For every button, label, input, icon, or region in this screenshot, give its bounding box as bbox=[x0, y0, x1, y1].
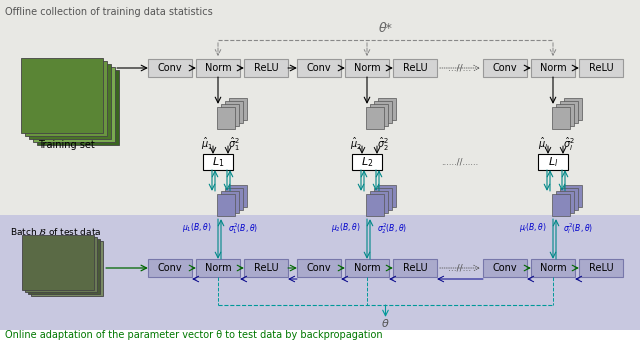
Text: Conv: Conv bbox=[493, 263, 517, 273]
Text: $\sigma_1^2(B,\theta)$: $\sigma_1^2(B,\theta)$ bbox=[228, 221, 258, 236]
Text: $\hat{\sigma}_l^2$: $\hat{\sigma}_l^2$ bbox=[563, 136, 575, 153]
FancyBboxPatch shape bbox=[366, 194, 384, 216]
FancyBboxPatch shape bbox=[217, 194, 235, 216]
Bar bbox=[0, 0, 640, 215]
Text: ...//...: ...//... bbox=[449, 63, 472, 72]
FancyBboxPatch shape bbox=[229, 98, 247, 120]
Text: Norm: Norm bbox=[354, 63, 380, 73]
FancyBboxPatch shape bbox=[556, 191, 574, 213]
FancyBboxPatch shape bbox=[37, 69, 119, 145]
Bar bbox=[0, 215, 640, 330]
Text: ...//...: ...//... bbox=[449, 264, 472, 273]
FancyBboxPatch shape bbox=[374, 101, 392, 123]
Text: $\hat{\mu}_2$: $\hat{\mu}_2$ bbox=[350, 136, 362, 152]
Text: $L_1$: $L_1$ bbox=[212, 155, 224, 169]
FancyBboxPatch shape bbox=[564, 185, 582, 207]
Text: Conv: Conv bbox=[307, 63, 332, 73]
Text: $\hat{\sigma}_2^2$: $\hat{\sigma}_2^2$ bbox=[377, 136, 389, 153]
FancyBboxPatch shape bbox=[579, 259, 623, 277]
FancyBboxPatch shape bbox=[560, 188, 578, 210]
FancyBboxPatch shape bbox=[560, 101, 578, 123]
Text: ......//......: ......//...... bbox=[442, 158, 479, 167]
FancyBboxPatch shape bbox=[552, 194, 570, 216]
FancyBboxPatch shape bbox=[29, 63, 111, 138]
Text: $L_l$: $L_l$ bbox=[548, 155, 558, 169]
Text: Conv: Conv bbox=[157, 63, 182, 73]
Text: $\mu_2(B,\theta)$: $\mu_2(B,\theta)$ bbox=[332, 221, 361, 234]
Text: Conv: Conv bbox=[493, 63, 517, 73]
FancyBboxPatch shape bbox=[203, 154, 233, 170]
FancyBboxPatch shape bbox=[229, 185, 247, 207]
FancyBboxPatch shape bbox=[221, 191, 239, 213]
FancyBboxPatch shape bbox=[378, 98, 396, 120]
Text: ReLU: ReLU bbox=[253, 63, 278, 73]
FancyBboxPatch shape bbox=[28, 238, 100, 294]
Text: θ̇: θ̇ bbox=[382, 319, 389, 329]
FancyBboxPatch shape bbox=[393, 259, 437, 277]
Text: $\sigma_2^2(B,\theta)$: $\sigma_2^2(B,\theta)$ bbox=[377, 221, 407, 236]
Text: $\mu_l(B,\theta)$: $\mu_l(B,\theta)$ bbox=[519, 221, 547, 234]
FancyBboxPatch shape bbox=[196, 59, 240, 77]
FancyBboxPatch shape bbox=[370, 191, 388, 213]
Text: ReLU: ReLU bbox=[253, 263, 278, 273]
FancyBboxPatch shape bbox=[25, 237, 97, 292]
Text: Norm: Norm bbox=[540, 263, 566, 273]
FancyBboxPatch shape bbox=[556, 104, 574, 126]
Text: ReLU: ReLU bbox=[589, 263, 613, 273]
Text: ReLU: ReLU bbox=[589, 63, 613, 73]
Text: $L_2$: $L_2$ bbox=[361, 155, 373, 169]
FancyBboxPatch shape bbox=[370, 104, 388, 126]
FancyBboxPatch shape bbox=[345, 59, 389, 77]
FancyBboxPatch shape bbox=[244, 59, 288, 77]
FancyBboxPatch shape bbox=[374, 188, 392, 210]
Text: Conv: Conv bbox=[307, 263, 332, 273]
FancyBboxPatch shape bbox=[352, 154, 382, 170]
FancyBboxPatch shape bbox=[225, 188, 243, 210]
Text: Training set: Training set bbox=[38, 140, 94, 150]
FancyBboxPatch shape bbox=[21, 58, 103, 132]
FancyBboxPatch shape bbox=[483, 59, 527, 77]
Text: Norm: Norm bbox=[205, 63, 231, 73]
Text: $\hat{\mu}_1$: $\hat{\mu}_1$ bbox=[201, 136, 213, 152]
FancyBboxPatch shape bbox=[225, 101, 243, 123]
FancyBboxPatch shape bbox=[25, 60, 107, 136]
FancyBboxPatch shape bbox=[22, 235, 94, 289]
FancyBboxPatch shape bbox=[531, 259, 575, 277]
FancyBboxPatch shape bbox=[366, 107, 384, 129]
Text: Online adaptation of the parameter vector θ to test data by backpropagation: Online adaptation of the parameter vecto… bbox=[5, 330, 383, 340]
FancyBboxPatch shape bbox=[297, 259, 341, 277]
FancyBboxPatch shape bbox=[378, 185, 396, 207]
Text: Batch $\mathcal{B}$ of test data: Batch $\mathcal{B}$ of test data bbox=[10, 226, 101, 237]
FancyBboxPatch shape bbox=[31, 240, 103, 296]
FancyBboxPatch shape bbox=[538, 154, 568, 170]
Text: Conv: Conv bbox=[157, 263, 182, 273]
FancyBboxPatch shape bbox=[148, 259, 192, 277]
Text: Norm: Norm bbox=[540, 63, 566, 73]
FancyBboxPatch shape bbox=[564, 98, 582, 120]
Text: $\hat{\mu}_l$: $\hat{\mu}_l$ bbox=[538, 136, 548, 152]
FancyBboxPatch shape bbox=[345, 259, 389, 277]
Text: Norm: Norm bbox=[205, 263, 231, 273]
FancyBboxPatch shape bbox=[579, 59, 623, 77]
Text: θ*: θ* bbox=[379, 22, 392, 35]
Text: $\hat{\sigma}_1^2$: $\hat{\sigma}_1^2$ bbox=[228, 136, 240, 153]
Text: $\sigma_l^2(B,\theta)$: $\sigma_l^2(B,\theta)$ bbox=[563, 221, 593, 236]
FancyBboxPatch shape bbox=[297, 59, 341, 77]
FancyBboxPatch shape bbox=[33, 67, 115, 141]
FancyBboxPatch shape bbox=[531, 59, 575, 77]
FancyBboxPatch shape bbox=[552, 107, 570, 129]
FancyBboxPatch shape bbox=[196, 259, 240, 277]
FancyBboxPatch shape bbox=[244, 259, 288, 277]
Text: Norm: Norm bbox=[354, 263, 380, 273]
Text: Offline collection of training data statistics: Offline collection of training data stat… bbox=[5, 7, 212, 17]
Text: ReLU: ReLU bbox=[403, 263, 428, 273]
Text: ReLU: ReLU bbox=[403, 63, 428, 73]
FancyBboxPatch shape bbox=[483, 259, 527, 277]
FancyBboxPatch shape bbox=[221, 104, 239, 126]
Text: $\mu_1(B,\theta)$: $\mu_1(B,\theta)$ bbox=[182, 221, 212, 234]
FancyBboxPatch shape bbox=[217, 107, 235, 129]
FancyBboxPatch shape bbox=[148, 59, 192, 77]
FancyBboxPatch shape bbox=[393, 59, 437, 77]
